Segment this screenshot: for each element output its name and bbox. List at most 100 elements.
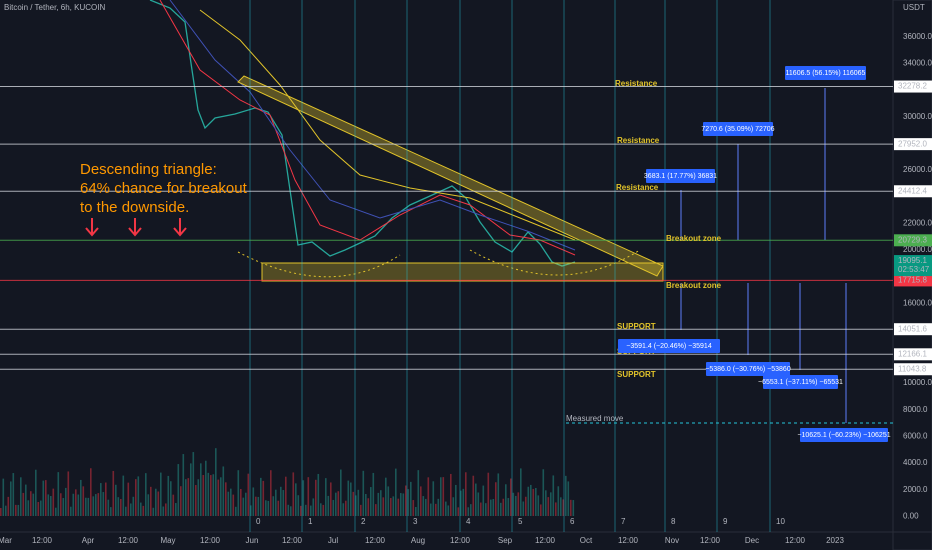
- volume-bar: [62, 498, 65, 516]
- volume-bar: [462, 488, 465, 516]
- moving-average: [199, 9, 576, 241]
- volume-bar: [47, 494, 50, 516]
- volume-bar: [377, 492, 380, 516]
- volume-bar: [197, 479, 200, 516]
- volume-bar: [305, 504, 307, 516]
- volume-bar: [302, 480, 305, 516]
- time-tick: 12:00: [700, 536, 721, 545]
- volume-bar: [470, 504, 472, 516]
- volume-bar: [167, 475, 170, 516]
- volume-bar: [427, 477, 430, 516]
- volume-bar: [130, 503, 132, 516]
- volume-bar: [482, 485, 485, 516]
- volume-bar: [140, 502, 142, 516]
- volume-bar: [230, 488, 232, 516]
- price-tag-label: 14051.6: [898, 324, 927, 333]
- volume-bar: [207, 472, 210, 516]
- volume-bar: [435, 503, 437, 516]
- volume-bar: [372, 472, 375, 516]
- volume-bar: [387, 486, 390, 516]
- volume-bar: [282, 490, 285, 516]
- volume-bar: [335, 492, 337, 516]
- volume-bar: [535, 488, 537, 516]
- volume-bar: [152, 507, 155, 516]
- volume-bar: [150, 486, 152, 516]
- volume-bar: [137, 476, 140, 516]
- volume-bar: [37, 502, 40, 516]
- volume-bar: [477, 492, 480, 516]
- volume-bar: [390, 498, 392, 516]
- volume-bar: [307, 477, 310, 516]
- time-tick: Nov: [665, 536, 679, 545]
- volume-bar: [485, 503, 487, 516]
- annotation-line: Descending triangle:: [80, 161, 217, 178]
- volume-bar: [262, 480, 265, 516]
- volume-bar: [320, 503, 322, 516]
- volume-bar: [57, 472, 60, 516]
- volume-bar: [440, 477, 442, 516]
- volume-bar: [567, 481, 570, 516]
- volume-bar: [75, 489, 77, 516]
- volume-bar: [537, 495, 540, 516]
- volume-bar: [330, 482, 332, 516]
- price-tag: [894, 185, 932, 198]
- volume-bar: [467, 507, 470, 516]
- volume-bar: [475, 483, 477, 516]
- annotation-line: 64% chance for breakout: [80, 180, 248, 197]
- volume-bar: [545, 490, 547, 516]
- symbol-title: Bitcoin / Tether, 6h, KUCOIN: [4, 3, 105, 12]
- volume-bar: [347, 480, 350, 516]
- volume-bar: [300, 505, 302, 516]
- volume-bar: [15, 504, 17, 516]
- volume-bar: [532, 488, 535, 516]
- volume-bar: [382, 497, 385, 516]
- volume-bar: [35, 469, 37, 516]
- volume-bar: [442, 477, 445, 516]
- time-tick: Mar: [0, 536, 12, 545]
- volume-bar: [135, 479, 137, 516]
- cycle-number: 7: [621, 517, 626, 526]
- volume-bar: [357, 489, 360, 516]
- volume-bar: [72, 493, 75, 516]
- volume-bar: [350, 482, 352, 516]
- volume-bar: [430, 503, 432, 516]
- volume-bar: [170, 481, 172, 516]
- measurement-box: [703, 122, 773, 136]
- volume-bar: [415, 506, 417, 516]
- time-tick: 12:00: [785, 536, 806, 545]
- volume-bar: [327, 495, 330, 516]
- price-tick: 2000.0: [903, 485, 928, 494]
- volume-bar: [407, 489, 410, 516]
- measurement-box: [706, 362, 790, 376]
- volume-bar: [365, 493, 367, 516]
- volume-bar: [10, 481, 12, 516]
- price-tick: 34000.0: [903, 59, 932, 68]
- volume-bar: [397, 498, 400, 516]
- cycle-number: 0: [256, 517, 261, 526]
- volume-bar: [50, 496, 52, 516]
- volume-bar: [132, 496, 135, 516]
- time-tick: Dec: [745, 536, 759, 545]
- time-tick: 12:00: [118, 536, 139, 545]
- time-tick: Sep: [498, 536, 513, 545]
- volume-bar: [360, 504, 362, 516]
- volume-bar: [235, 506, 237, 516]
- time-tick: 12:00: [200, 536, 221, 545]
- triangle-base: [261, 262, 664, 282]
- volume-bar: [157, 491, 160, 516]
- price-tick: 4000.0: [903, 458, 928, 467]
- volume-bar: [185, 479, 187, 516]
- measurement-label: −5386.0 (−30.76%) −53860: [705, 366, 791, 373]
- volume-bar: [510, 478, 512, 516]
- volume-bar: [285, 476, 287, 516]
- volume-bar: [52, 488, 55, 516]
- volume-bar: [127, 482, 130, 516]
- time-tick: 12:00: [450, 536, 471, 545]
- volume-bar: [147, 494, 150, 516]
- price-tag-label: 12166.1: [898, 349, 927, 358]
- time-tick: Jul: [328, 536, 338, 545]
- volume-bar: [227, 491, 230, 516]
- volume-bar: [480, 502, 482, 516]
- volume-bar: [155, 488, 157, 516]
